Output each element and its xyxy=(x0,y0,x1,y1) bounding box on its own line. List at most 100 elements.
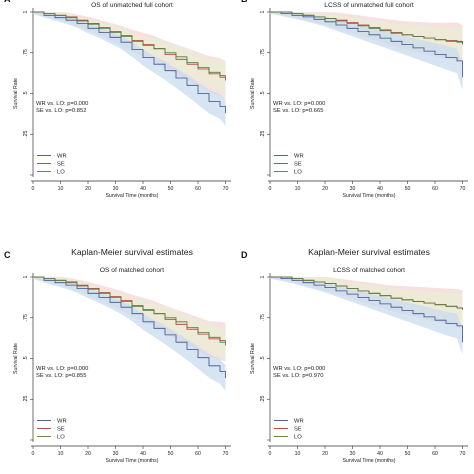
legend-label-lo: LO xyxy=(294,434,302,440)
series-line-lo xyxy=(270,11,463,43)
x-tick-label: 0 xyxy=(32,451,35,457)
legend-label-lo: LO xyxy=(57,434,65,440)
x-tick-label: 20 xyxy=(85,451,91,457)
legend-label-wr: WR xyxy=(57,418,67,424)
x-tick-label: 40 xyxy=(377,451,383,457)
x-tick-label: 40 xyxy=(377,186,383,192)
x-tick-label: 20 xyxy=(85,186,91,192)
y-tick-label: 1 xyxy=(23,275,29,278)
x-tick-label: 70 xyxy=(460,186,466,192)
series-line-wr xyxy=(270,11,463,78)
x-axis-label: Survival Time (months) xyxy=(342,193,395,199)
y-tick-label: .5 xyxy=(260,356,266,360)
y-axis-label: Survival Rate xyxy=(250,78,256,109)
x-tick-label: 70 xyxy=(223,451,229,457)
y-tick-label: 1 xyxy=(260,275,266,278)
y-tick-label: 1 xyxy=(23,10,29,13)
panel-c: C Kaplan-Meier survival estimates OS of ma… xyxy=(4,247,231,464)
panel-letter: B xyxy=(241,0,248,4)
series-line-wr xyxy=(33,11,226,114)
legend-label-wr: WR xyxy=(294,418,304,424)
x-tick-label: 20 xyxy=(322,451,328,457)
legend-label-se: SE xyxy=(57,426,65,432)
x-tick-label: 40 xyxy=(140,451,146,457)
y-tick-label: .75 xyxy=(23,49,29,56)
x-tick-label: 50 xyxy=(405,186,411,192)
y-tick-label: .25 xyxy=(260,131,266,138)
legend-label-lo: LO xyxy=(57,169,65,175)
x-tick-label: 70 xyxy=(460,451,466,457)
x-tick-label: 60 xyxy=(195,451,201,457)
x-tick-label: 60 xyxy=(432,451,438,457)
p-value-annotation: WR vs. LO: p=0.000 xyxy=(273,366,325,372)
p-value-annotation: SE vs. LO: p=0.855 xyxy=(36,373,86,379)
chart-subtitle: OS of unmatched full cohort xyxy=(91,2,173,9)
x-tick-label: 10 xyxy=(295,186,301,192)
p-value-annotation: SE vs. LO: p=0.665 xyxy=(273,108,323,114)
legend-label-wr: WR xyxy=(57,153,67,159)
panel-letter: A xyxy=(4,0,11,4)
x-tick-label: 70 xyxy=(223,186,229,192)
series-line-wr xyxy=(33,276,226,379)
x-tick-label: 0 xyxy=(269,186,272,192)
p-value-annotation: WR vs. LO: p=0.000 xyxy=(36,101,88,107)
panel-d: D Kaplan-Meier survival estimates LCSS of … xyxy=(241,247,468,464)
x-tick-label: 60 xyxy=(195,186,201,192)
y-axis-label: Survival Rate xyxy=(250,343,256,374)
series-line-lo xyxy=(270,276,463,310)
y-tick-label: .5 xyxy=(23,356,29,360)
y-tick-label: .75 xyxy=(260,314,266,321)
legend-label-se: SE xyxy=(294,426,302,432)
y-tick-label: .75 xyxy=(23,314,29,321)
chart-subtitle: LCSS of unmatched full cohort xyxy=(324,2,414,9)
legend-label-se: SE xyxy=(294,161,302,167)
legend-label-se: SE xyxy=(57,161,65,167)
chart-subtitle: LCSS of matched cohort xyxy=(333,267,405,274)
x-tick-label: 10 xyxy=(58,186,64,192)
y-tick-label: .5 xyxy=(23,91,29,95)
legend-label-wr: WR xyxy=(294,153,304,159)
x-tick-label: 60 xyxy=(432,186,438,192)
x-tick-label: 0 xyxy=(269,451,272,457)
x-tick-label: 40 xyxy=(140,186,146,192)
series-line-wr xyxy=(270,276,463,343)
y-axis-label: Survival Rate xyxy=(13,78,19,109)
y-tick-label: .5 xyxy=(260,91,266,95)
legend-label-lo: LO xyxy=(294,169,302,175)
x-tick-label: 30 xyxy=(350,451,356,457)
x-tick-label: 50 xyxy=(168,186,174,192)
chart-subtitle: OS of matched cohort xyxy=(100,267,164,274)
x-tick-label: 30 xyxy=(113,451,119,457)
chart-title: Kaplan-Meier survival estimates xyxy=(308,247,430,257)
y-axis-label: Survival Rate xyxy=(13,343,19,374)
series-line-lo xyxy=(33,276,226,346)
y-tick-label: 1 xyxy=(260,10,266,13)
y-tick-label: .25 xyxy=(260,396,266,403)
x-tick-label: 10 xyxy=(295,451,301,457)
x-axis-label: Survival Time (months) xyxy=(105,193,158,199)
chart-title: Kaplan-Meier survival estimates xyxy=(71,247,193,257)
x-tick-label: 50 xyxy=(168,451,174,457)
p-value-annotation: WR vs. LO: p=0.000 xyxy=(36,366,88,372)
x-tick-label: 30 xyxy=(113,186,119,192)
x-tick-label: 20 xyxy=(322,186,328,192)
x-tick-label: 0 xyxy=(32,186,35,192)
y-tick-label: .75 xyxy=(260,49,266,56)
x-axis-label: Survival Time (months) xyxy=(105,458,158,464)
panel-letter: D xyxy=(241,250,248,260)
panel-a: A OS of unmatched full cohort .25 .5 .75 1 Sur… xyxy=(4,0,231,199)
ci-band-lo xyxy=(33,277,226,361)
ci-band-lo xyxy=(33,12,226,93)
p-value-annotation: SE vs. LO: p=0.852 xyxy=(36,108,86,114)
x-tick-label: 50 xyxy=(405,451,411,457)
x-tick-label: 10 xyxy=(58,451,64,457)
panel-letter: C xyxy=(4,250,11,260)
series-line-lo xyxy=(33,11,226,78)
panel-b: B LCSS of unmatched full cohort .25 .5 .75 1 S… xyxy=(241,0,468,199)
y-tick-label: .25 xyxy=(23,396,29,403)
p-value-annotation: WR vs. LO: p=0.000 xyxy=(273,101,325,107)
y-tick-label: .25 xyxy=(23,131,29,138)
p-value-annotation: SE vs. LO: p=0.970 xyxy=(273,373,323,379)
x-axis-label: Survival Time (months) xyxy=(342,458,395,464)
